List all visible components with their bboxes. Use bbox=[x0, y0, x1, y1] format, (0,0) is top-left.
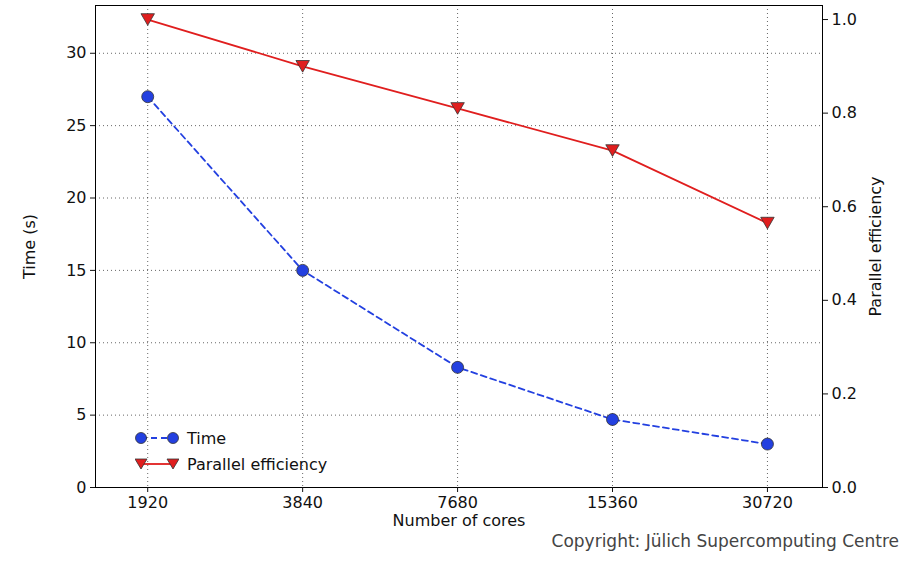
svg-text:10: 10 bbox=[66, 333, 86, 352]
html-text:Time: Time bbox=[187, 428, 227, 448]
html-text:Copyright: Jülich Supercomputi: Copyright: Jülich Supercomputing Centre bbox=[551, 531, 899, 551]
svg-text:15: 15 bbox=[66, 261, 86, 280]
svg-text:Parallel efficiency: Parallel efficiency bbox=[866, 176, 885, 316]
svg-text:0.4: 0.4 bbox=[832, 290, 857, 309]
svg-text:30720: 30720 bbox=[742, 493, 793, 512]
svg-text:3840: 3840 bbox=[282, 493, 323, 512]
svg-text:Number of cores: Number of cores bbox=[393, 511, 526, 530]
svg-text:1920: 1920 bbox=[127, 493, 168, 512]
svg-text:5: 5 bbox=[76, 405, 86, 424]
svg-text:30: 30 bbox=[66, 43, 86, 62]
svg-text:25: 25 bbox=[66, 116, 86, 135]
svg-text:0.2: 0.2 bbox=[832, 384, 857, 403]
svg-text:0.8: 0.8 bbox=[832, 103, 857, 122]
html-text:Parallel efficiency: Parallel efficiency bbox=[187, 454, 328, 474]
svg-text:1.0: 1.0 bbox=[832, 10, 857, 29]
svg-text:15360: 15360 bbox=[587, 493, 638, 512]
svg-text:0.6: 0.6 bbox=[832, 197, 857, 216]
svg-text:Time (s): Time (s) bbox=[20, 214, 39, 280]
svg-text:7680: 7680 bbox=[437, 493, 478, 512]
svg-text:0: 0 bbox=[76, 478, 86, 497]
svg-text:0.0: 0.0 bbox=[832, 478, 857, 497]
svg-text:20: 20 bbox=[66, 188, 86, 207]
